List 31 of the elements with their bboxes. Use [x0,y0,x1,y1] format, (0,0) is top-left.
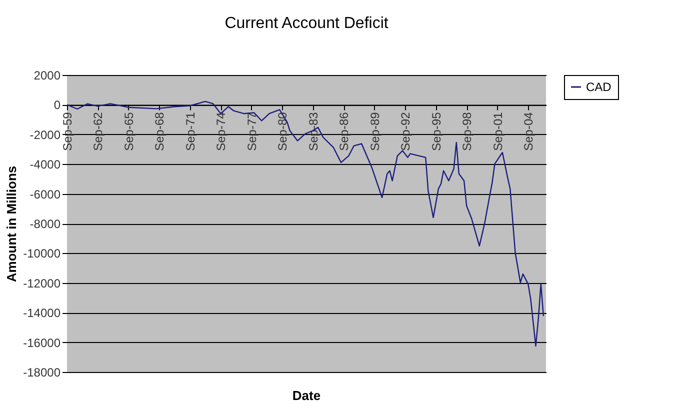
x-tick-label: Sep-68 [152,112,167,151]
x-tick-label: Sep-92 [398,112,413,151]
y-tick-label: -18000 [23,366,61,380]
y-tick-label: -8000 [30,217,61,231]
x-tick-label: Sep-89 [368,112,382,151]
x-tick-label: Sep-86 [337,112,352,151]
x-tick-label: Sep-04 [522,112,536,151]
x-tick-label: Sep-62 [91,112,106,151]
y-tick-label: -2000 [30,128,61,142]
y-tick-label: 2000 [34,68,61,82]
y-tick-label: -4000 [30,158,61,172]
y-tick-label: -6000 [30,187,61,202]
x-tick-label: Sep-01 [490,112,505,151]
x-tick-label: Sep-95 [429,112,444,151]
x-axis-title: Date [292,388,321,403]
x-tick-label: Sep-98 [460,112,474,151]
x-tick-label: Sep-71 [183,112,198,151]
x-tick-label: Sep-59 [60,112,74,151]
y-tick-label: -16000 [23,336,61,350]
y-tick-label: -14000 [23,306,61,320]
x-tick-label: Sep-83 [306,112,320,151]
y-tick-label: -10000 [23,246,61,261]
x-tick-label: Sep-80 [276,112,290,151]
y-tick-label: 0 [54,98,61,112]
legend-label: CAD [586,80,612,94]
chart-title: Current Account Deficit [224,15,389,32]
y-axis-title: Amount in Millions [4,166,20,282]
x-tick-label: Sep-74 [214,112,228,151]
x-tick-label: Sep-77 [244,112,259,151]
y-tick-label: -12000 [23,276,61,290]
x-tick-label: Sep-65 [122,112,136,151]
